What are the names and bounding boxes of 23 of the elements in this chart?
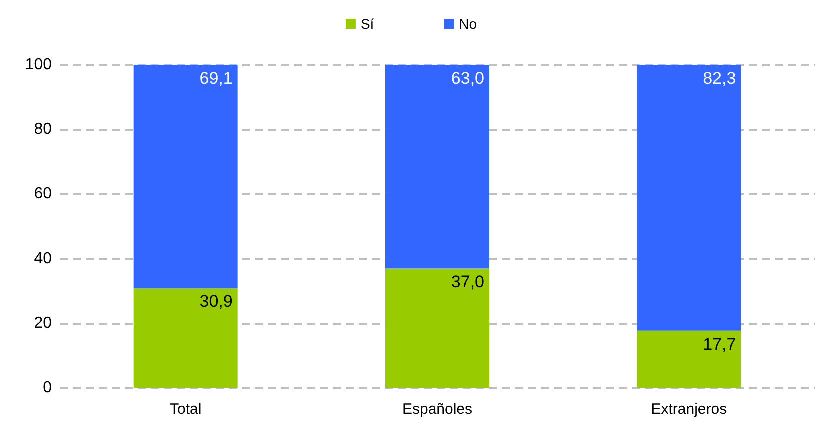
y-tick-label: 80 — [34, 121, 52, 138]
data-label: 17,7 — [703, 334, 736, 354]
y-tick-label: 0 — [43, 380, 52, 396]
legend-label: No — [459, 16, 478, 32]
bar — [134, 65, 238, 288]
bar — [386, 65, 490, 268]
data-label: 37,0 — [451, 272, 484, 292]
data-label: 69,1 — [200, 69, 233, 88]
bar — [386, 268, 490, 388]
bar — [134, 288, 238, 388]
y-tick-label: 60 — [34, 186, 52, 203]
x-tick-label: Extranjeros — [651, 401, 728, 418]
bar — [637, 65, 742, 331]
data-label: 63,0 — [451, 69, 484, 88]
y-tick-label: 100 — [25, 56, 52, 74]
data-label: 30,9 — [200, 292, 233, 312]
x-tick-label: Total — [170, 401, 202, 418]
bar — [637, 330, 742, 388]
y-tick-label: 40 — [34, 250, 52, 268]
data-label: 82,3 — [703, 69, 736, 88]
legend-label: Sí — [360, 16, 374, 32]
y-tick-label: 20 — [34, 314, 52, 332]
x-tick-label: Españoles — [402, 401, 473, 418]
